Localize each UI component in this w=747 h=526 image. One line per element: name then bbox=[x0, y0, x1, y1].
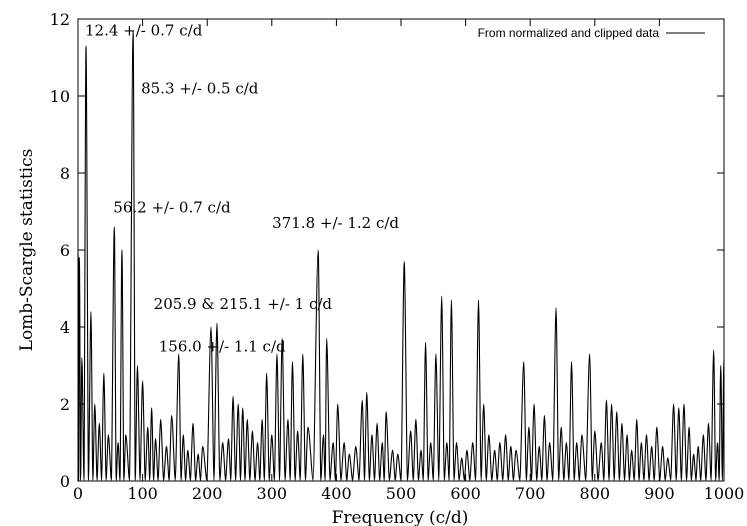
x-tick-label: 400 bbox=[321, 484, 352, 503]
x-tick-label: 700 bbox=[515, 484, 546, 503]
y-tick-label: 4 bbox=[60, 318, 70, 337]
x-tick-label: 100 bbox=[127, 484, 158, 503]
x-tick-label: 500 bbox=[386, 484, 417, 503]
y-axis-title: Lomb-Scargle statistics bbox=[17, 149, 37, 352]
ticks-group: 0 100 200 300 400 500 600 700 800 900 1000 0 2 4 6 8 10 1… bbox=[50, 10, 745, 503]
x-tick-label: 200 bbox=[192, 484, 223, 503]
x-tick-label: 0 bbox=[73, 484, 83, 503]
peak-annotation: 371.8 +/- 1.2 c/d bbox=[272, 214, 399, 232]
peak-annotation: 85.3 +/- 0.5 c/d bbox=[141, 79, 259, 97]
peak-annotation: 56.2 +/- 0.7 c/d bbox=[113, 199, 231, 217]
peak-annotation: 156.0 +/- 1.1 c/d bbox=[159, 337, 286, 355]
y-tick-label: 0 bbox=[60, 472, 70, 491]
annotations-group: 12.4 +/- 0.7 c/d 85.3 +/- 0.5 c/d 56.2 +/-… bbox=[85, 22, 399, 356]
x-tick-label: 300 bbox=[257, 484, 288, 503]
x-tick-label: 900 bbox=[644, 484, 675, 503]
y-tick-label: 6 bbox=[60, 241, 70, 260]
y-tick-label: 2 bbox=[60, 395, 70, 414]
y-tick-label: 10 bbox=[50, 87, 70, 106]
y-tick-label: 12 bbox=[50, 10, 70, 29]
peak-annotation: 205.9 & 215.1 +/- 1 c/d bbox=[154, 295, 333, 313]
x-tick-label: 600 bbox=[450, 484, 481, 503]
peak-annotation: 12.4 +/- 0.7 c/d bbox=[85, 22, 203, 40]
y-tick-label: 8 bbox=[60, 164, 70, 183]
series-group bbox=[77, 30, 725, 481]
x-tick-label: 800 bbox=[580, 484, 611, 503]
x-axis-title: Frequency (c/d) bbox=[332, 508, 469, 526]
x-tick-label: 1000 bbox=[704, 484, 745, 503]
series-line-0 bbox=[77, 30, 725, 481]
legend: From normalized and clipped data bbox=[478, 26, 705, 40]
legend-label: From normalized and clipped data bbox=[478, 26, 660, 40]
